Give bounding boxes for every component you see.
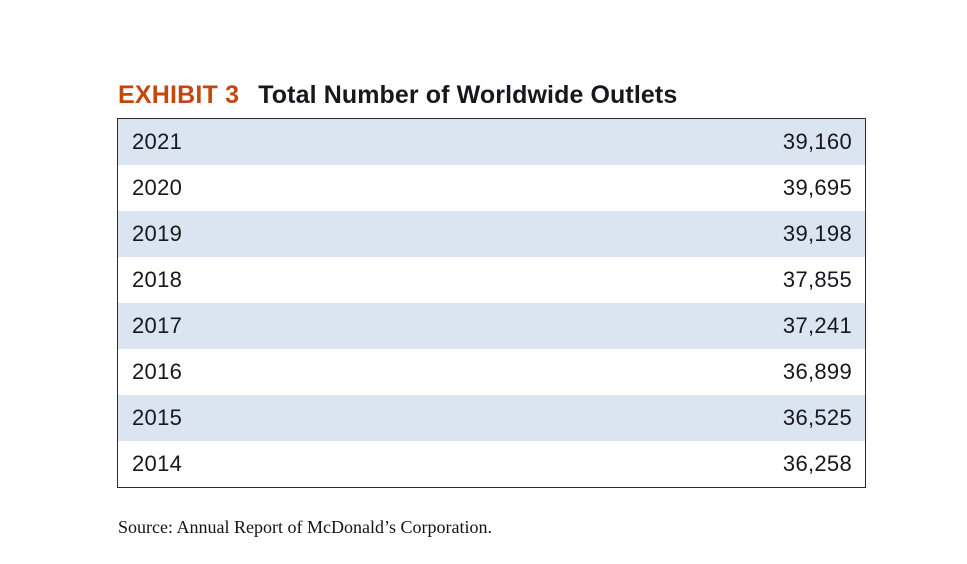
value-cell: 37,855 [782,267,852,292]
table-row: 2014 36,258 [118,441,865,487]
table-row: 2018 37,855 [118,257,865,303]
value-cell: 39,695 [782,175,852,200]
table-row: 2016 36,899 [118,349,865,395]
table-row: 2015 36,525 [118,395,865,441]
year-cell: 2015 [132,405,183,430]
value-cell: 36,899 [782,359,852,384]
year-cell: 2018 [132,267,183,292]
table-row: 2021 39,160 [118,119,865,165]
exhibit-header: EXHIBIT 3 Total Number of Worldwide Outl… [118,81,866,109]
value-cell: 37,241 [782,313,852,338]
value-cell: 39,198 [782,221,852,246]
value-cell: 36,525 [782,405,852,430]
exhibit-content: EXHIBIT 3 Total Number of Worldwide Outl… [117,81,866,538]
year-cell: 2016 [132,359,183,384]
exhibit-title: Total Number of Worldwide Outlets [258,81,678,109]
year-cell: 2019 [132,221,183,246]
year-cell: 2020 [132,175,183,200]
year-cell: 2021 [132,129,183,154]
year-cell: 2017 [132,313,183,338]
table-row: 2020 39,695 [118,165,865,211]
source-note: Source: Annual Report of McDonald’s Corp… [118,517,492,537]
table-row: 2017 37,241 [118,303,865,349]
value-cell: 39,160 [782,129,852,154]
outlets-table: 2021 39,160 2020 39,695 2019 39,198 2018… [117,118,866,488]
exhibit-label: EXHIBIT 3 [118,81,240,109]
year-cell: 2014 [132,451,183,476]
table-row: 2019 39,198 [118,211,865,257]
value-cell: 36,258 [782,451,852,476]
